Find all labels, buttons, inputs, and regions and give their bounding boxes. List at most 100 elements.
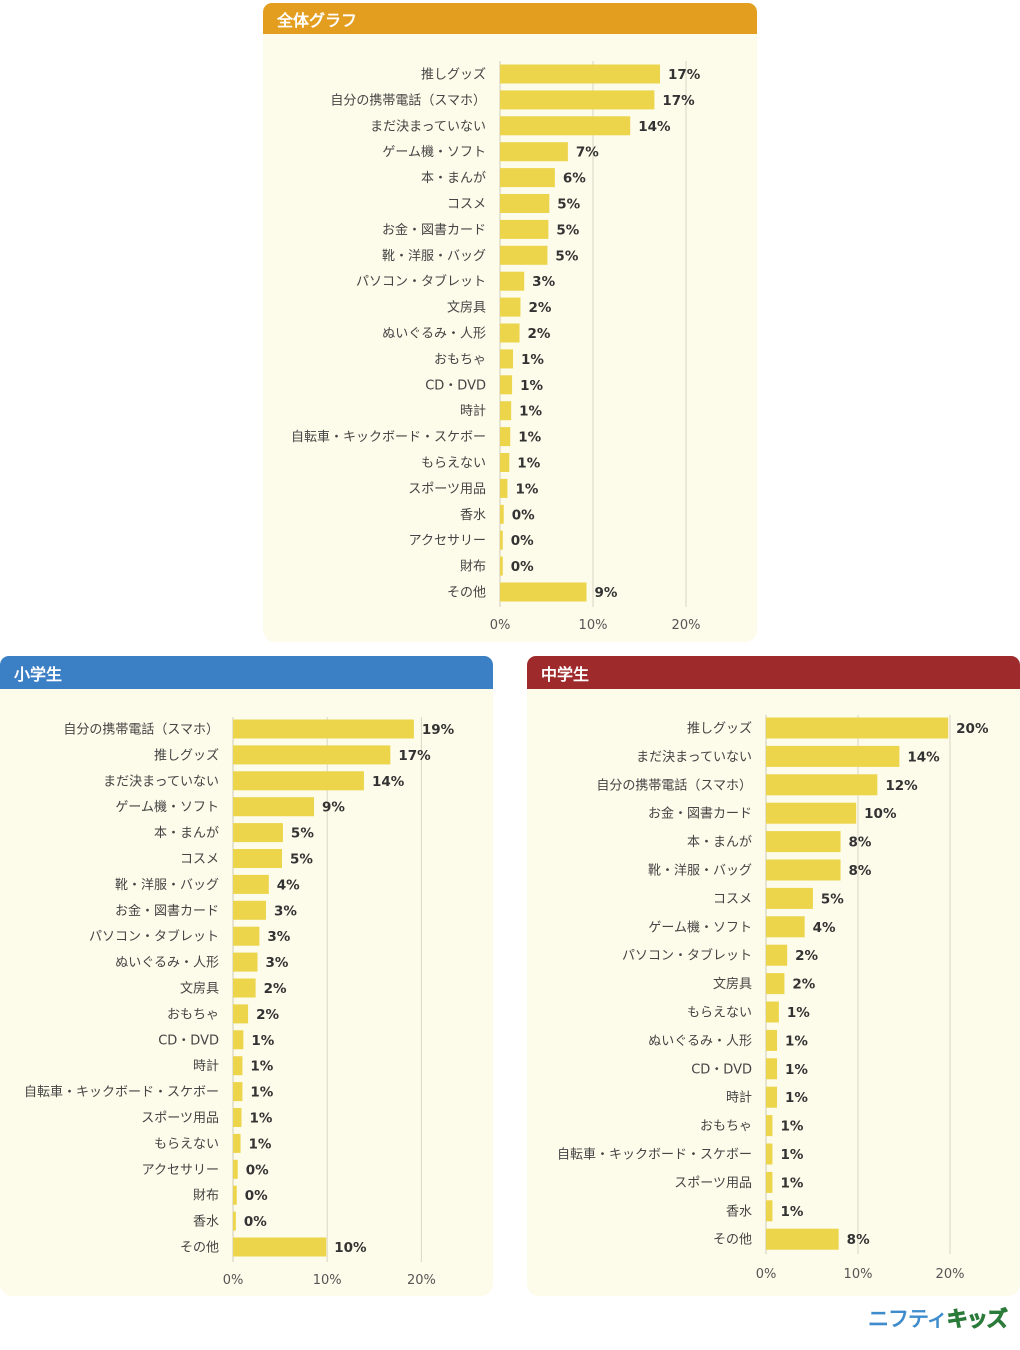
bar [766, 973, 785, 995]
elementary-chart-title: 小学生 [14, 664, 63, 684]
bar [500, 582, 587, 602]
category-label: 本・まんが [687, 835, 752, 850]
value-label: 1% [250, 1085, 273, 1101]
bar [233, 1108, 242, 1127]
logo-text-nifty: ニフティ [868, 1307, 948, 1331]
value-label: 8% [849, 835, 872, 851]
value-label: 14% [372, 774, 405, 790]
bar [766, 887, 813, 909]
value-label: 5% [291, 826, 314, 842]
bar [500, 64, 660, 84]
x-tick-label: 0% [223, 1273, 244, 1288]
category-label: 財布 [460, 560, 486, 575]
value-label: 0% [244, 1214, 267, 1230]
value-label: 9% [322, 800, 345, 816]
value-label: 5% [290, 852, 313, 868]
x-tick-label: 0% [756, 1267, 777, 1282]
x-tick-label: 20% [672, 618, 701, 633]
bar [766, 1200, 773, 1222]
overall-chart-header: 全体グラフ [263, 3, 757, 34]
value-label: 17% [668, 67, 701, 83]
value-label: 1% [780, 1175, 803, 1191]
value-label: 0% [511, 559, 534, 575]
bar [766, 831, 841, 853]
bar [766, 1001, 779, 1023]
bar [766, 1171, 773, 1193]
category-label: その他 [180, 1241, 219, 1256]
bar [766, 1143, 773, 1165]
bar [766, 916, 805, 938]
category-label: ぬいぐるみ・人形 [382, 327, 486, 342]
value-label: 20% [956, 721, 989, 737]
junior-high-chart-header: 中学生 [527, 656, 1020, 689]
category-label: その他 [713, 1233, 752, 1248]
bar [500, 530, 503, 550]
category-label: 文房具 [180, 981, 219, 997]
bar [233, 1237, 327, 1257]
category-label: パソコン・タブレット [622, 948, 752, 964]
overall-chart-title: 全体グラフ [277, 10, 358, 30]
x-tick-label: 0% [490, 618, 511, 633]
value-label: 1% [780, 1204, 803, 1220]
value-label: 10% [864, 806, 897, 822]
value-label: 2% [528, 326, 551, 342]
bar [500, 349, 514, 369]
category-label: ぬいぐるみ・人形 [115, 956, 219, 971]
value-label: 1% [785, 1062, 808, 1078]
category-label: コスメ [447, 197, 486, 212]
bar [500, 375, 513, 395]
value-label: 5% [556, 222, 579, 238]
junior-high-chart-title: 中学生 [541, 664, 590, 684]
x-tick-label: 20% [936, 1267, 965, 1282]
category-label: まだ決まっていない [370, 119, 486, 134]
category-label: CD・DVD [425, 378, 486, 393]
value-label: 1% [780, 1147, 803, 1163]
bar [500, 271, 525, 291]
bar [233, 1133, 241, 1153]
value-label: 3% [265, 955, 288, 971]
elementary-chart-header: 小学生 [0, 656, 493, 689]
value-label: 14% [638, 119, 671, 135]
category-label: おもちゃ [700, 1119, 752, 1134]
category-label: 香水 [193, 1215, 219, 1230]
x-tick-label: 20% [407, 1273, 436, 1288]
bar [766, 1228, 839, 1250]
category-label: コスメ [713, 892, 752, 907]
value-label: 1% [519, 404, 542, 420]
category-label: ぬいぐるみ・人形 [648, 1034, 752, 1049]
category-label: CD・DVD [691, 1062, 752, 1077]
category-label: 靴・洋服・バッグ [115, 878, 219, 893]
bar [233, 745, 391, 765]
category-label: その他 [447, 586, 486, 601]
bar [766, 717, 949, 739]
bar [233, 874, 269, 894]
category-label: パソコン・タブレット [356, 274, 486, 290]
value-label: 1% [249, 1111, 272, 1127]
bar [500, 168, 555, 188]
bar [766, 859, 841, 881]
category-label: 本・まんが [154, 826, 219, 841]
category-label: お金・図書カード [382, 222, 486, 238]
category-label: 靴・洋服・バッグ [382, 249, 486, 264]
bar [500, 556, 503, 576]
value-label: 1% [521, 352, 544, 368]
value-label: 0% [245, 1188, 268, 1204]
category-label: スポーツ用品 [408, 482, 486, 497]
value-label: 1% [518, 430, 541, 446]
bar [500, 478, 508, 498]
x-tick-label: 10% [579, 618, 608, 633]
category-label: CD・DVD [158, 1033, 219, 1048]
category-label: 自転車・キックボード・スケボー [291, 430, 486, 445]
value-label: 2% [792, 977, 815, 993]
category-label: スポーツ用品 [141, 1111, 219, 1126]
value-label: 9% [594, 585, 617, 601]
category-label: 自分の携帯電話（スマホ） [63, 722, 219, 738]
bar [500, 401, 512, 421]
bar [766, 802, 857, 824]
overall-chart: 0% 10% 20% 推しグッズ 17% 自分の携帯電話（スマホ） 17% まだ決まっていない… [291, 61, 701, 633]
category-label: まだ決まっていない [103, 774, 219, 789]
category-label: ゲーム機・ソフト [115, 800, 219, 815]
bar [500, 116, 631, 136]
nifty-kids-logo[interactable]: ニフティキッズ [868, 1303, 1008, 1333]
value-label: 1% [785, 1033, 808, 1049]
